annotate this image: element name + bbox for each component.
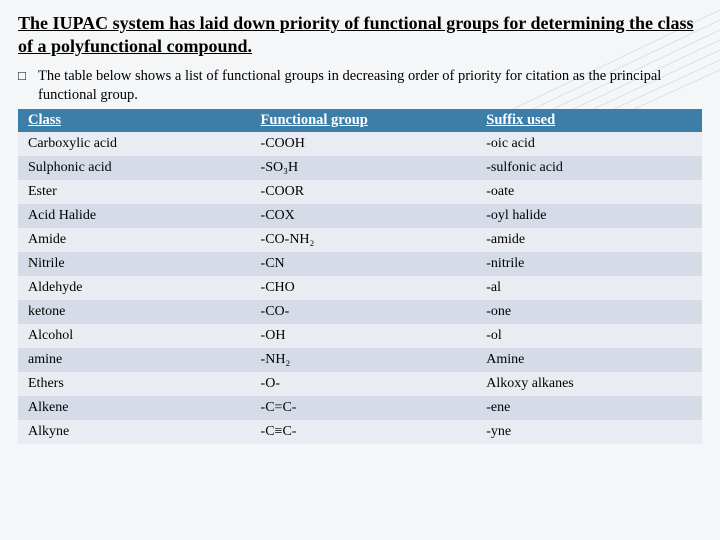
table-cell: Carboxylic acid bbox=[18, 132, 251, 156]
table-cell: -one bbox=[476, 300, 702, 324]
table-cell: -COX bbox=[251, 204, 477, 228]
table-cell: -yne bbox=[476, 420, 702, 444]
table-body: Carboxylic acid-COOH-oic acidSulphonic a… bbox=[18, 132, 702, 444]
table-cell: -CO- bbox=[251, 300, 477, 324]
table-cell: -C≡C- bbox=[251, 420, 477, 444]
table-cell: -al bbox=[476, 276, 702, 300]
table-cell: Nitrile bbox=[18, 252, 251, 276]
col-header-class: Class bbox=[18, 109, 251, 132]
table-cell: -oyl halide bbox=[476, 204, 702, 228]
table-cell: Alcohol bbox=[18, 324, 251, 348]
table-cell: Amide bbox=[18, 228, 251, 252]
table-cell: Ethers bbox=[18, 372, 251, 396]
table-row: Acid Halide-COX-oyl halide bbox=[18, 204, 702, 228]
table-cell: Ester bbox=[18, 180, 251, 204]
table-cell: -O- bbox=[251, 372, 477, 396]
table-cell: -CHO bbox=[251, 276, 477, 300]
table-cell: Sulphonic acid bbox=[18, 156, 251, 180]
table-cell: -oate bbox=[476, 180, 702, 204]
table-row: Aldehyde-CHO-al bbox=[18, 276, 702, 300]
table-cell: -OH bbox=[251, 324, 477, 348]
table-cell: Aldehyde bbox=[18, 276, 251, 300]
table-row: Sulphonic acid-SO₃H-sulfonic acid bbox=[18, 156, 702, 180]
table-cell: Alkoxy alkanes bbox=[476, 372, 702, 396]
table-row: ketone-CO--one bbox=[18, 300, 702, 324]
slide-content: The IUPAC system has laid down priority … bbox=[0, 0, 720, 454]
table-cell: -ol bbox=[476, 324, 702, 348]
table-cell: Amine bbox=[476, 348, 702, 372]
table-cell: amine bbox=[18, 348, 251, 372]
intro-text: The table below shows a list of function… bbox=[38, 67, 702, 105]
table-cell: Alkyne bbox=[18, 420, 251, 444]
table-cell: -CN bbox=[251, 252, 477, 276]
table-row: Alkyne-C≡C--yne bbox=[18, 420, 702, 444]
table-header-row: Class Functional group Suffix used bbox=[18, 109, 702, 132]
table-cell: -sulfonic acid bbox=[476, 156, 702, 180]
table-cell: -C=C- bbox=[251, 396, 477, 420]
table-cell: Alkene bbox=[18, 396, 251, 420]
table-row: Carboxylic acid-COOH-oic acid bbox=[18, 132, 702, 156]
table-cell: -SO₃H bbox=[251, 156, 477, 180]
table-cell: -COOR bbox=[251, 180, 477, 204]
table-cell: -amide bbox=[476, 228, 702, 252]
table-cell: -NH₂ bbox=[251, 348, 477, 372]
table-row: Alkene-C=C--ene bbox=[18, 396, 702, 420]
table-cell: -CO-NH₂ bbox=[251, 228, 477, 252]
table-row: Nitrile-CN-nitrile bbox=[18, 252, 702, 276]
table-cell: -nitrile bbox=[476, 252, 702, 276]
table-cell: ketone bbox=[18, 300, 251, 324]
table-cell: -ene bbox=[476, 396, 702, 420]
table-row: amine-NH₂Amine bbox=[18, 348, 702, 372]
table-cell: -oic acid bbox=[476, 132, 702, 156]
table-row: Ester-COOR-oate bbox=[18, 180, 702, 204]
col-header-suffix: Suffix used bbox=[476, 109, 702, 132]
table-row: Ethers-O-Alkoxy alkanes bbox=[18, 372, 702, 396]
table-row: Alcohol-OH-ol bbox=[18, 324, 702, 348]
page-title: The IUPAC system has laid down priority … bbox=[18, 12, 702, 57]
table-cell: Acid Halide bbox=[18, 204, 251, 228]
table-row: Amide-CO-NH₂-amide bbox=[18, 228, 702, 252]
functional-groups-table: Class Functional group Suffix used Carbo… bbox=[18, 109, 702, 444]
col-header-group: Functional group bbox=[251, 109, 477, 132]
table-cell: -COOH bbox=[251, 132, 477, 156]
